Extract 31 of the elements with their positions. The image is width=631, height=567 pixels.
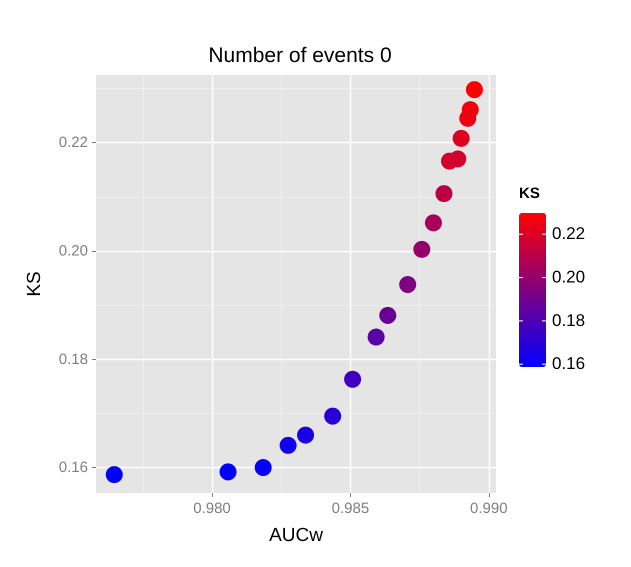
point [344, 370, 362, 388]
y-tick-label: 0.18 [58, 350, 88, 368]
y-tick-label: 0.16 [58, 459, 88, 476]
point [280, 436, 297, 454]
point [297, 426, 314, 444]
point [399, 276, 416, 294]
point [254, 459, 272, 476]
point [106, 466, 123, 484]
point [413, 240, 430, 258]
point [462, 101, 479, 118]
point [379, 306, 396, 324]
color-bar-label: 0.22 [552, 224, 586, 244]
x-tick-label: 0.990 [470, 500, 508, 517]
point [368, 328, 385, 346]
x-tick-label: 0.985 [332, 500, 370, 517]
x-tick-label: 0.980 [193, 500, 231, 517]
y-tick-label: 0.20 [58, 242, 88, 260]
x-axis-title: AUCw [269, 525, 324, 546]
point [466, 81, 483, 98]
y-axis-title: KS [24, 271, 45, 297]
color-bar-title: KS [519, 185, 540, 202]
point [424, 214, 442, 232]
y-tick-label: 0.22 [58, 134, 88, 152]
point [220, 463, 237, 480]
color-bar-label: 0.16 [552, 354, 586, 374]
point [435, 185, 452, 202]
point [452, 130, 470, 147]
color-bar-label: 0.20 [552, 268, 586, 287]
point [324, 408, 342, 425]
chart-title: Number of events 0 [208, 44, 392, 67]
color-bar-label: 0.18 [552, 310, 586, 330]
